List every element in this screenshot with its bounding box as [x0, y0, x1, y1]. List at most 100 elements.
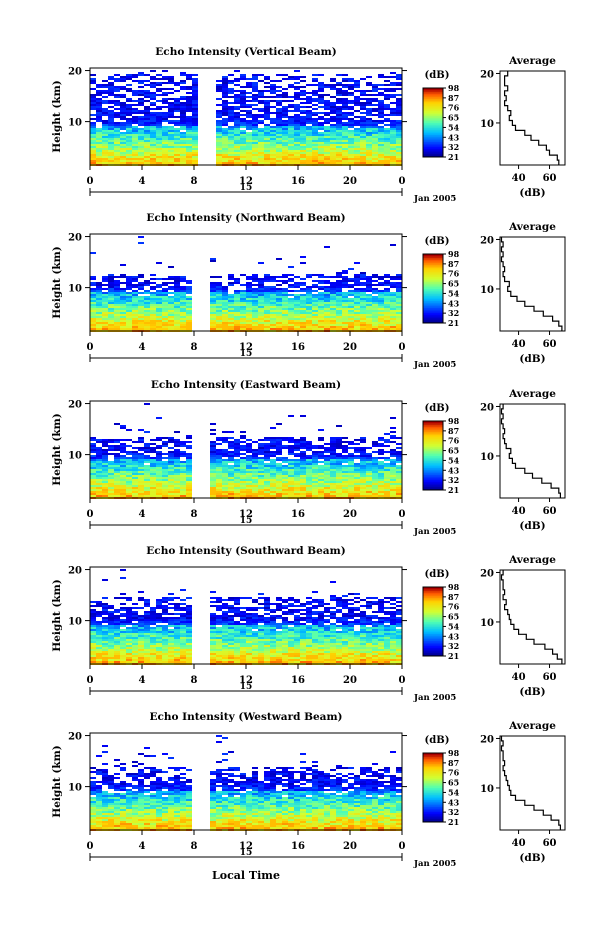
average-x-tick-label: 60 — [543, 173, 557, 184]
heatmap-cell — [366, 286, 372, 288]
heatmap-cell — [276, 489, 282, 491]
heatmap-cell — [144, 154, 150, 156]
heatmap-cell — [330, 312, 336, 314]
heatmap-cell — [114, 473, 120, 475]
heatmap-cell — [306, 461, 312, 463]
heatmap-cell — [102, 120, 108, 122]
heatmap-cell — [90, 80, 96, 82]
heatmap-cell — [312, 495, 318, 497]
heatmap-cell — [294, 318, 300, 320]
heatmap-cell — [324, 443, 330, 445]
heatmap-cell — [342, 152, 348, 154]
heatmap-cell — [318, 144, 324, 146]
heatmap-cell — [186, 88, 192, 90]
heatmap-cell — [174, 326, 180, 328]
average-frame — [499, 403, 566, 499]
heatmap-cell — [378, 292, 384, 294]
heatmap-cell — [366, 120, 372, 122]
heatmap-cell — [336, 453, 342, 455]
heatmap-cell — [300, 130, 306, 132]
heatmap-cell — [168, 106, 174, 108]
heatmap-cell — [294, 599, 300, 601]
heatmap-cell — [90, 451, 96, 453]
heatmap-cell — [390, 318, 396, 320]
heatmap-cell — [210, 591, 216, 593]
heatmap-cell — [216, 276, 222, 278]
heatmap-cell — [252, 455, 258, 457]
heatmap-cell — [240, 104, 246, 106]
heatmap-cell — [354, 477, 360, 479]
heatmap-cell — [366, 280, 372, 282]
heatmap-cell — [366, 491, 372, 493]
heatmap-cell — [258, 142, 264, 144]
heatmap-cell — [90, 138, 96, 140]
heatmap-cell — [192, 92, 198, 94]
heatmap-cell — [234, 302, 240, 304]
heatmap-cell — [174, 84, 180, 86]
heatmap-cell — [96, 108, 102, 110]
heatmap-cell — [162, 294, 168, 296]
heatmap-cell — [354, 132, 360, 134]
heatmap-cell — [180, 144, 186, 146]
heatmap-cell — [114, 294, 120, 296]
heatmap-cell — [288, 106, 294, 108]
colorbar-swatch — [423, 139, 443, 142]
heatmap-cell — [180, 481, 186, 483]
heatmap-cell — [300, 453, 306, 455]
heatmap-cell — [90, 611, 96, 613]
heatmap-cell — [102, 96, 108, 98]
heatmap-cell — [96, 465, 102, 467]
heatmap-cell — [210, 479, 216, 481]
heatmap-cell — [168, 471, 174, 473]
heatmap-cell — [150, 144, 156, 146]
heatmap-cell — [216, 98, 222, 100]
heatmap-cell — [360, 102, 366, 104]
heatmap-cell — [114, 80, 120, 82]
heatmap-cell — [96, 469, 102, 471]
heatmap-cell — [96, 473, 102, 475]
colorbar-swatch — [423, 471, 443, 474]
heatmap-cell — [372, 489, 378, 491]
heatmap-cell — [162, 483, 168, 485]
heatmap-cell — [156, 148, 162, 150]
heatmap-cell — [312, 326, 318, 328]
heatmap-cell — [276, 110, 282, 112]
heatmap-cell — [288, 118, 294, 120]
heatmap-cell — [282, 322, 288, 324]
heatmap-cell — [258, 134, 264, 136]
heatmap-cell — [312, 132, 318, 134]
heatmap-cell — [150, 469, 156, 471]
heatmap-cell — [300, 487, 306, 489]
heatmap-cell — [108, 144, 114, 146]
heatmap-cell — [150, 308, 156, 310]
heatmap-cell — [354, 134, 360, 136]
heatmap-cell — [258, 116, 264, 118]
heatmap-cell — [216, 326, 222, 328]
heatmap-cell — [270, 288, 276, 290]
heatmap-cell — [372, 122, 378, 124]
heatmap-cell — [354, 292, 360, 294]
heatmap-cell — [192, 138, 198, 140]
heatmap-cell — [312, 302, 318, 304]
heatmap-cell — [186, 326, 192, 328]
heatmap-cell — [324, 288, 330, 290]
heatmap-cell — [366, 487, 372, 489]
heatmap-cell — [324, 457, 330, 459]
heatmap-cell — [114, 156, 120, 158]
heatmap-cell — [216, 463, 222, 465]
heatmap-cell — [318, 304, 324, 306]
heatmap-cell — [288, 485, 294, 487]
heatmap-cell — [216, 475, 222, 477]
heatmap-cell — [180, 467, 186, 469]
heatmap-cell — [90, 455, 96, 457]
heatmap-cell — [162, 453, 168, 455]
heatmap-cell — [240, 431, 246, 433]
heatmap-cell — [288, 491, 294, 493]
heatmap-cell — [318, 274, 324, 276]
heatmap-cell — [156, 120, 162, 122]
heatmap-cell — [276, 288, 282, 290]
heatmap-cell — [342, 451, 348, 453]
heatmap-cell — [276, 449, 282, 451]
heatmap-cell — [384, 150, 390, 152]
heatmap-cell — [234, 126, 240, 128]
